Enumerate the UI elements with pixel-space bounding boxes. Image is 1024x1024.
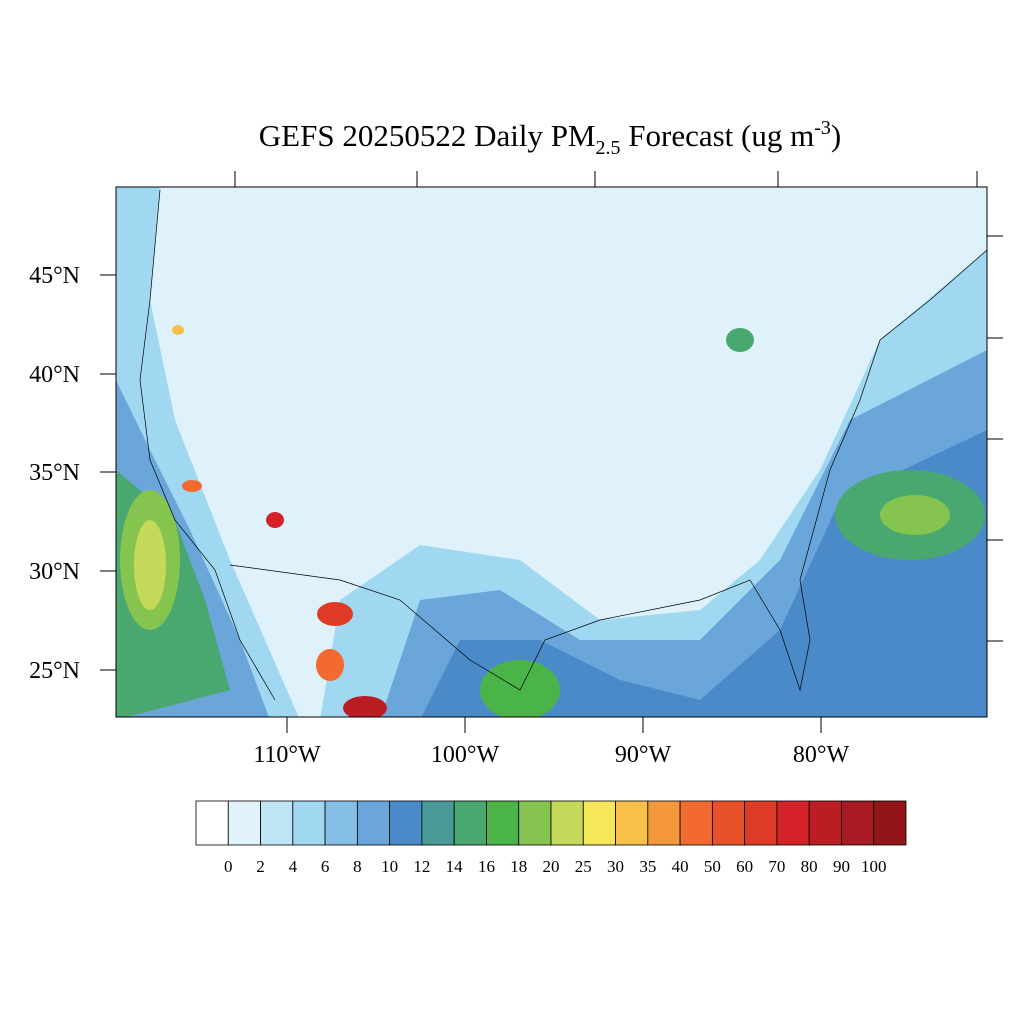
lon-label: 110°W [253,742,321,768]
title-end: ) [831,118,841,153]
colorbar-label: 0 [224,857,233,876]
colorbar-box [711,800,746,846]
colorbar-box [582,800,616,846]
colorbar-label: 16 [478,857,495,876]
map-frame [115,186,988,718]
colorbar-label: 18 [510,857,527,876]
title-main: GEFS 20250522 Daily PM [259,118,596,153]
lat-label: 40°N [29,362,80,388]
colorbar-box [389,800,423,846]
lon-label: 90°W [615,742,672,768]
colorbar-box [744,800,778,846]
colorbar-box [227,800,261,846]
colorbar-box [776,800,810,846]
map-title: GEFS 20250522 Daily PM2.5 Forecast (ug m… [259,117,841,159]
colorbar-label: 100 [861,857,887,876]
colorbar-box [615,800,649,846]
colorbar-box [518,800,552,846]
colorbar-box [486,800,520,846]
colorbar-label: 60 [736,857,753,876]
colorbar-box [647,800,681,846]
colorbar-box [260,800,294,846]
colorbar-label: 14 [446,857,464,876]
colorbar-box [550,800,584,846]
lat-label: 30°N [29,559,80,585]
colorbar-label: 25 [575,857,592,876]
lon-label: 100°W [431,742,500,768]
title-middle: Forecast (ug m [621,118,815,153]
lon-label: 80°W [793,742,850,768]
lat-label: 25°N [29,658,80,684]
lat-label: 35°N [29,460,80,486]
colorbar-label: 2 [256,857,265,876]
lat-label: 45°N [29,263,80,289]
colorbar-label: 10 [381,857,398,876]
colorbar-box [453,800,487,846]
colorbar-label: 20 [543,857,560,876]
colorbar-box [292,800,326,846]
colorbar-box [324,800,358,846]
colorbar-box [195,800,229,846]
colorbar-box [808,800,842,846]
colorbar-label: 35 [639,857,656,876]
colorbar-label: 30 [607,857,624,876]
colorbar-label: 8 [353,857,362,876]
title-sub: 2.5 [596,137,621,159]
title-sup: -3 [814,117,831,139]
colorbar-label: 90 [833,857,850,876]
colorbar-label: 12 [413,857,430,876]
colorbar-label: 70 [768,857,785,876]
colorbar-label: 40 [672,857,689,876]
colorbar-label: 80 [801,857,818,876]
colorbar: 0 2 4 6 8 10 12 14 16 18 20 25 30 35 40 50 60 70 80 90 100 [195,800,907,876]
frame-ticks [100,171,1003,733]
map-field [116,187,987,717]
colorbar-box [841,800,875,846]
colorbar-label: 6 [321,857,330,876]
colorbar-box [421,800,455,846]
axis-labels: 45°N 40°N 35°N 30°N 25°N 110°W 100°W 90°W 80°W [29,263,849,768]
colorbar-label: 50 [704,857,721,876]
colorbar-box [873,800,907,846]
colorbar-label: 4 [289,857,298,876]
colorbar-box [356,800,391,846]
colorbar-box [679,800,713,846]
